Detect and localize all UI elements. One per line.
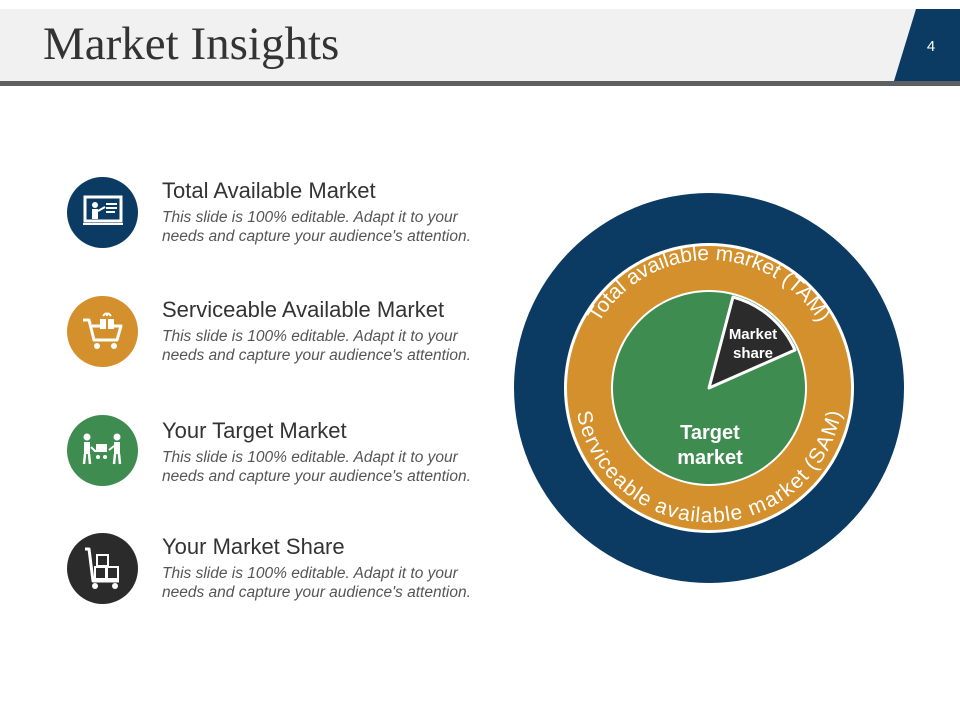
item-icon-circle [67,533,138,604]
list-item-sam: Serviceable Available Market This slide … [0,296,500,377]
item-icon-circle [67,177,138,248]
list-item-tam: Total Available Market This slide is 100… [0,177,500,258]
item-description: This slide is 100% editable. Adapt it to… [162,565,471,601]
item-icon-circle [67,415,138,486]
people-with-cart-icon [82,433,122,465]
shopping-cart-gift-icon [83,312,123,349]
market-share-label-line1: Market [729,326,777,343]
market-share-slice [707,295,797,390]
page-number: 4 [926,38,936,55]
page-title: Market Insights [43,18,340,70]
list-item-share: Your Market Share This slide is 100% edi… [0,533,500,614]
header-bar [0,9,960,81]
item-description: This slide is 100% editable. Adapt it to… [162,328,471,364]
item-title: Total Available Market [162,178,376,203]
item-title: Your Target Market [162,418,347,443]
presentation-board-icon [83,195,123,225]
target-market-label-line1: Target [680,422,740,444]
item-title: Serviceable Available Market [162,297,445,322]
market-share-label-line2: share [733,345,773,362]
item-icon-circle [67,296,138,367]
item-title: Your Market Share [162,534,345,559]
item-description: This slide is 100% editable. Adapt it to… [162,209,471,245]
item-description: This slide is 100% editable. Adapt it to… [162,449,471,485]
hand-truck-boxes-icon [85,547,119,589]
header-divider [0,81,960,86]
list-item-target: Your Target Market This slide is 100% ed… [0,415,500,498]
target-market-label-line2: market [677,447,743,469]
